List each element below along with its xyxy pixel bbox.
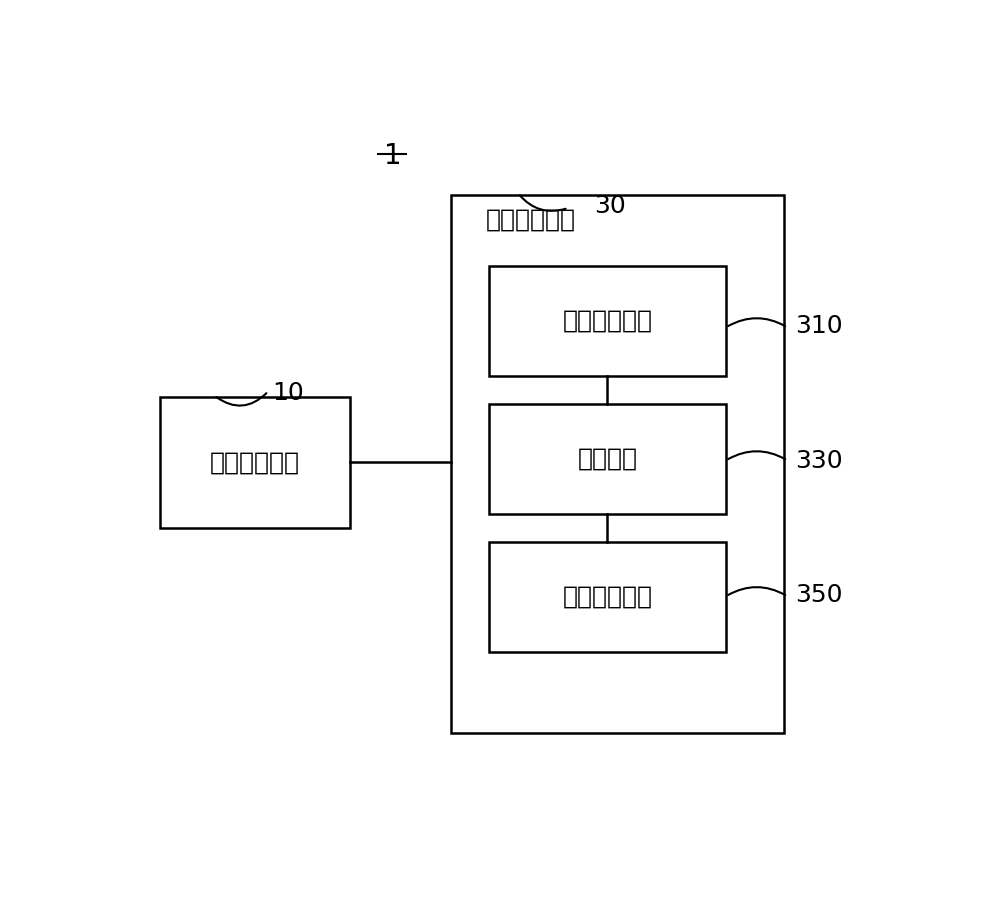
Text: 10: 10: [272, 381, 304, 405]
Text: 控制单元: 控制单元: [577, 447, 637, 471]
Text: 330: 330: [795, 448, 843, 472]
Text: 310: 310: [795, 314, 843, 338]
Text: 温度补偿电路: 温度补偿电路: [485, 208, 575, 232]
Text: 电压产生电路: 电压产生电路: [210, 450, 300, 474]
Bar: [489, 266, 726, 376]
Text: 温度侦测单元: 温度侦测单元: [562, 309, 652, 333]
Text: 350: 350: [795, 583, 843, 607]
Bar: [489, 404, 726, 514]
Bar: [160, 397, 350, 528]
Bar: [450, 195, 784, 733]
Text: 电压调节单元: 电压调节单元: [562, 584, 652, 608]
Text: 30: 30: [594, 194, 626, 218]
Text: 1: 1: [384, 142, 401, 170]
Bar: [489, 542, 726, 652]
